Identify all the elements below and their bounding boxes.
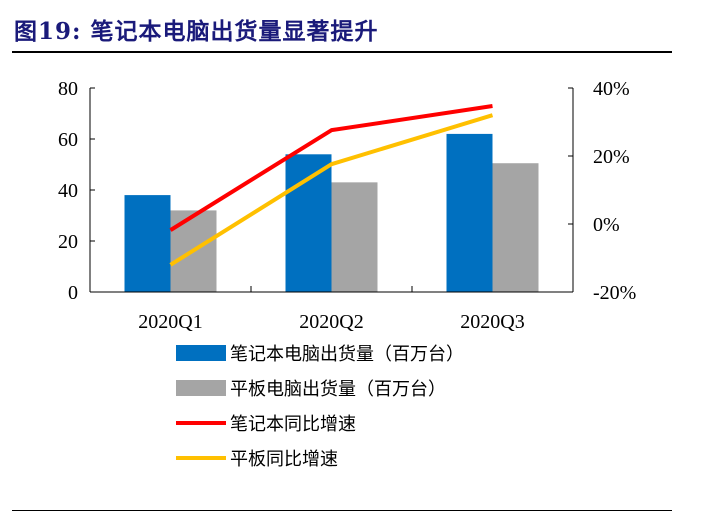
right-tick-label: 0%: [593, 214, 620, 236]
bar-1-2020Q3: [446, 133, 493, 292]
right-tick-label: 40%: [593, 78, 630, 100]
x-tick-label: 2020Q2: [299, 311, 363, 333]
left-tick-label: 80: [58, 78, 78, 100]
figure-title: 图19: 笔记本电脑出货量显著提升: [14, 18, 379, 45]
left-tick-label: 60: [58, 129, 78, 151]
bar-1-2020Q2: [285, 154, 332, 292]
x-tick-label: 2020Q1: [138, 311, 202, 333]
bottom-divider: [12, 510, 672, 511]
right-tick-label: -20%: [593, 282, 636, 304]
right-tick-label: 20%: [593, 146, 630, 168]
legend-label-4: 平板同比增速: [230, 449, 338, 470]
line-series-2: [169, 113, 494, 267]
bar-2-2020Q2: [331, 182, 378, 292]
legend-swatch-2: [176, 380, 226, 396]
legend-label-1: 笔记本电脑出货量（百万台）: [230, 344, 464, 365]
left-tick-label: 20: [58, 231, 78, 253]
line-series-1: [169, 104, 493, 232]
title-divider: [12, 51, 672, 53]
legend-swatch-1: [176, 345, 226, 361]
bar-2-2020Q3: [492, 163, 539, 292]
left-tick-label: 0: [68, 282, 78, 304]
legend-label-3: 笔记本同比增速: [230, 414, 356, 435]
bar-1-2020Q1: [124, 195, 171, 292]
left-tick-label: 40: [58, 180, 78, 202]
legend-label-2: 平板电脑出货量（百万台）: [230, 379, 446, 400]
x-tick-label: 2020Q3: [460, 311, 524, 333]
